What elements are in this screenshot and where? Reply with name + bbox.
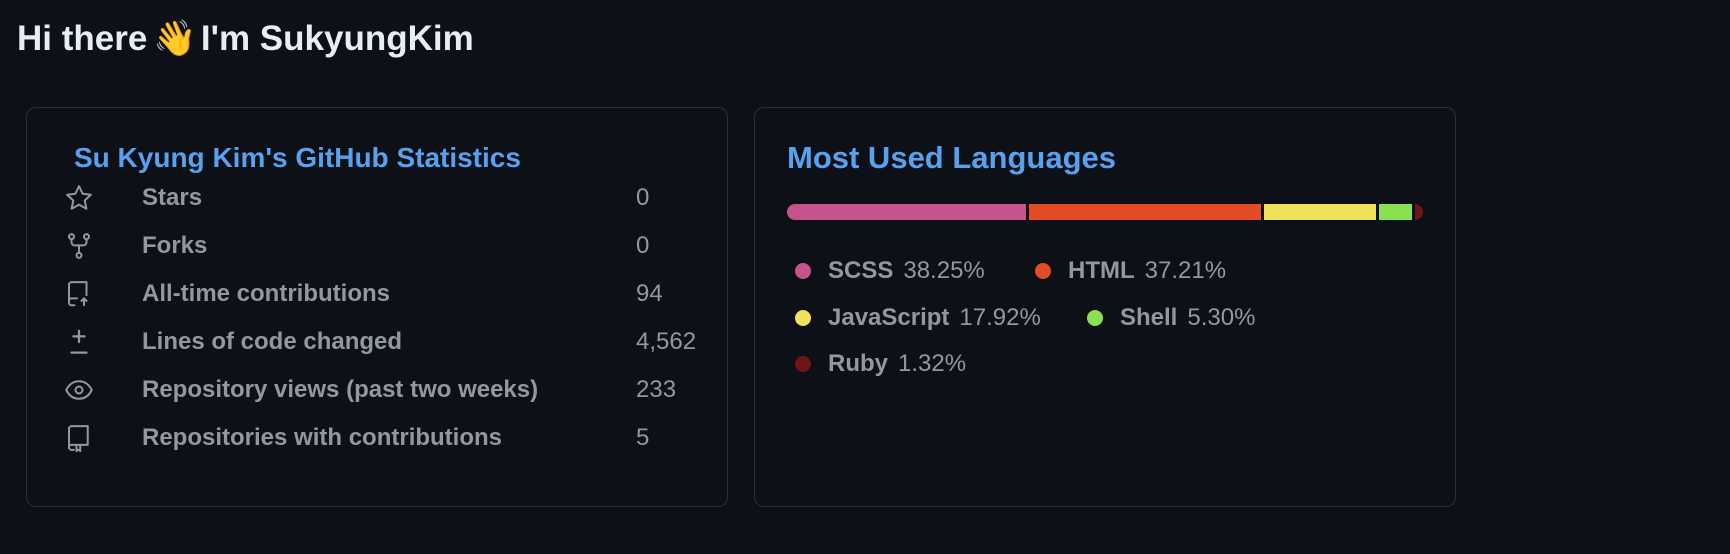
language-legend-item: HTML 37.21% — [1035, 254, 1226, 288]
stat-row-lines-changed: Lines of code changed 4,562 — [63, 322, 703, 362]
stat-value: 5 — [636, 424, 650, 451]
language-color-dot — [1035, 263, 1051, 279]
github-stats-card[interactable]: Su Kyung Kim's GitHub Statistics Stars 0… — [26, 107, 728, 507]
stat-value: 4,562 — [636, 328, 697, 355]
language-legend-item: Shell 5.30% — [1087, 301, 1255, 335]
language-color-dot — [795, 356, 811, 372]
stat-label: Repositories with contributions — [142, 424, 503, 451]
stat-value: 0 — [636, 184, 650, 211]
language-name: Ruby — [828, 350, 888, 377]
stat-row-stars: Stars 0 — [63, 178, 703, 218]
eye-icon — [63, 374, 95, 406]
language-percent: 1.32% — [898, 350, 967, 377]
repo-icon — [63, 422, 95, 454]
diff-icon — [63, 326, 95, 358]
language-color-dot — [795, 310, 811, 326]
most-used-languages-card[interactable]: Most Used Languages SCSS 38.25% HTML 37.… — [754, 107, 1456, 507]
language-percent: 5.30% — [1187, 304, 1256, 331]
stat-label: Lines of code changed — [142, 328, 403, 355]
stat-label: Forks — [142, 232, 208, 259]
stat-label: All-time contributions — [142, 280, 390, 307]
language-bar-segment — [1263, 204, 1376, 220]
language-bar-segment — [1028, 204, 1261, 220]
language-progress-bar — [787, 204, 1423, 220]
stat-row-repos-contributed: Repositories with contributions 5 — [63, 418, 703, 458]
language-percent: 17.92% — [959, 304, 1041, 331]
heading-greeting: Hi there — [17, 18, 148, 58]
language-color-dot — [1087, 310, 1103, 326]
language-legend-item: JavaScript 17.92% — [795, 301, 1041, 335]
stat-row-repo-views: Repository views (past two weeks) 233 — [63, 370, 703, 410]
language-color-dot — [795, 263, 811, 279]
stat-row-forks: Forks 0 — [63, 226, 703, 266]
contribution-icon — [63, 278, 95, 310]
stats-card-title: Su Kyung Kim's GitHub Statistics — [74, 142, 521, 173]
stat-row-contributions: All-time contributions 94 — [63, 274, 703, 314]
language-legend-item: SCSS 38.25% — [795, 254, 985, 288]
languages-card-title: Most Used Languages — [787, 140, 1116, 175]
language-name: Shell — [1120, 304, 1178, 331]
profile-heading: Hi there 👋 I'm SukyungKim — [17, 18, 474, 59]
heading-name: I'm SukyungKim — [200, 18, 474, 58]
stat-value: 233 — [636, 376, 677, 403]
fork-icon — [63, 230, 95, 262]
language-bar-segment — [787, 204, 1026, 220]
language-name: JavaScript — [828, 304, 950, 331]
stat-label: Stars — [142, 184, 203, 211]
star-icon — [63, 182, 95, 214]
stat-value: 0 — [636, 232, 650, 259]
waving-hand-icon: 👋 — [153, 19, 197, 58]
language-percent: 37.21% — [1144, 257, 1227, 284]
language-name: HTML — [1068, 257, 1135, 284]
language-bar-segment — [1414, 204, 1423, 220]
language-legend-item: Ruby 1.32% — [795, 347, 966, 381]
language-bar-segment — [1378, 204, 1412, 220]
stat-value: 94 — [636, 280, 663, 307]
language-percent: 38.25% — [903, 257, 985, 284]
stat-label: Repository views (past two weeks) — [142, 376, 539, 403]
language-name: SCSS — [828, 257, 894, 284]
